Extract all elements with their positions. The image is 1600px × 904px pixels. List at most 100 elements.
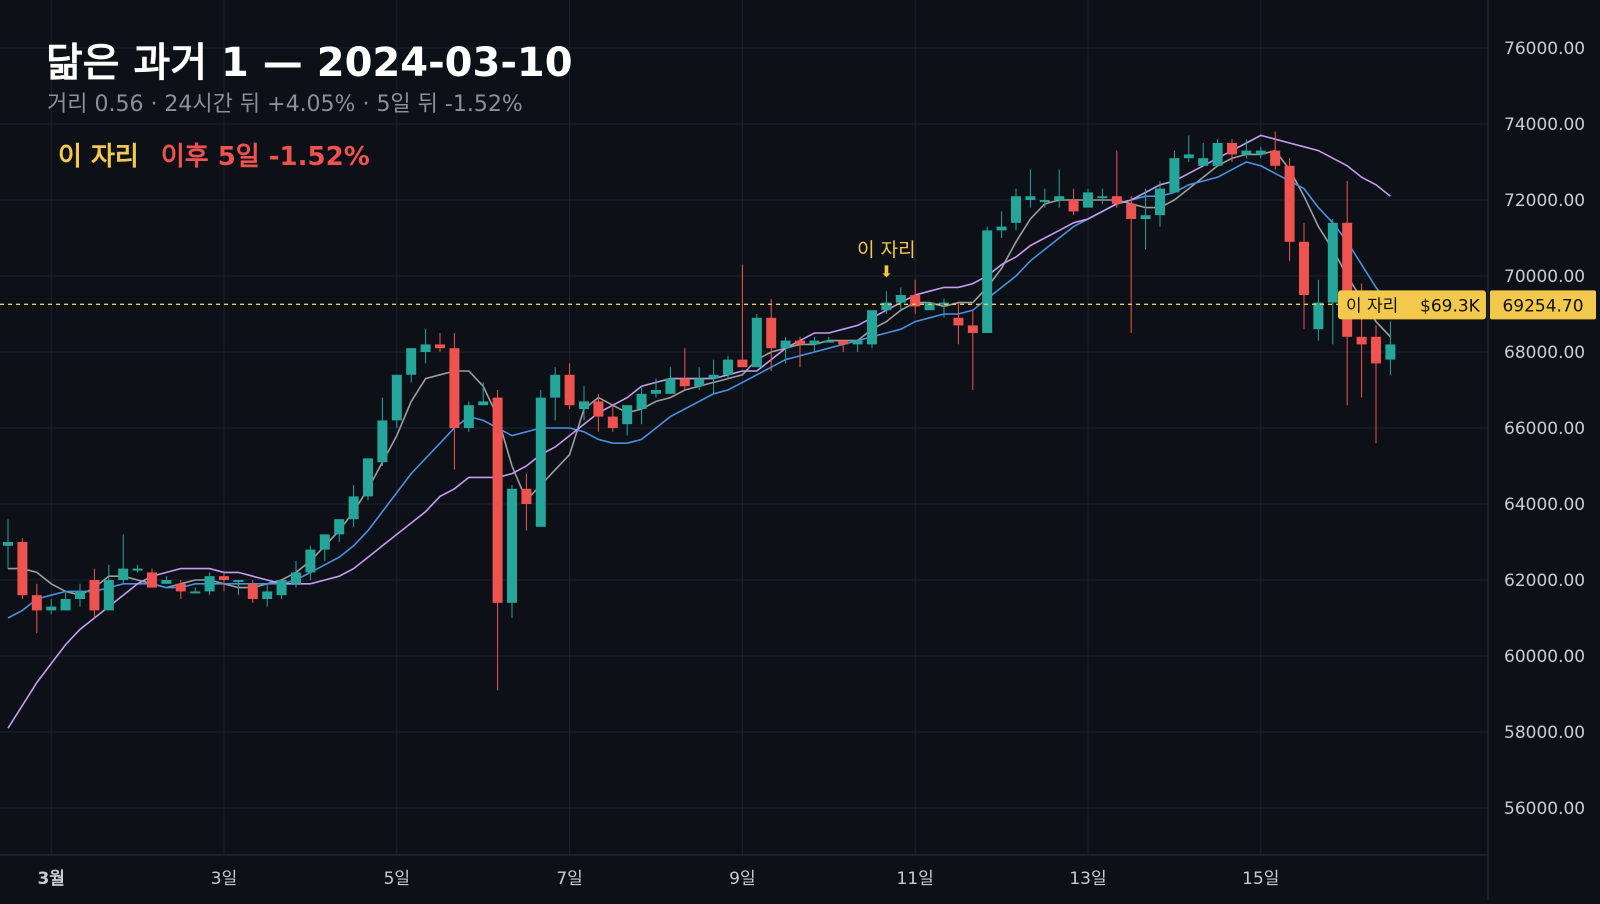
candle — [1270, 131, 1281, 170]
candle — [1313, 279, 1324, 341]
y-tick-label: 70000.00 — [1504, 267, 1585, 287]
candle — [1371, 325, 1381, 444]
candle — [1183, 135, 1194, 162]
axis-price-tag — [1490, 290, 1596, 320]
candle — [910, 279, 921, 314]
candle-body — [1356, 336, 1367, 345]
candle — [60, 591, 71, 611]
y-tick-label: 58000.00 — [1504, 723, 1585, 743]
candle — [1025, 169, 1036, 208]
candle — [247, 580, 258, 603]
candle — [1140, 188, 1151, 250]
candle — [723, 355, 733, 379]
marker-tag-price: $69.3K — [1420, 296, 1481, 316]
candle-body — [996, 226, 1007, 231]
candle-body — [1155, 188, 1165, 216]
y-tick-label: 56000.00 — [1504, 799, 1585, 819]
candle-body — [766, 317, 777, 349]
candle — [1068, 188, 1079, 216]
candle — [867, 310, 877, 349]
candle-body — [1327, 222, 1338, 303]
x-tick-label: 7일 — [556, 869, 582, 889]
candle-body — [492, 397, 503, 603]
candle-body — [1198, 158, 1209, 166]
candle-body — [651, 390, 661, 394]
candle-body — [1227, 143, 1237, 155]
candle — [89, 568, 100, 618]
candle-body — [550, 374, 561, 398]
candle-body — [276, 580, 287, 596]
candle — [766, 298, 777, 371]
candle-body — [823, 340, 834, 343]
candle — [564, 363, 575, 409]
candle-body — [1385, 344, 1396, 360]
candle-body — [1111, 196, 1122, 204]
candle-body — [521, 488, 532, 504]
candle-body — [708, 374, 719, 379]
candle-body — [1183, 154, 1194, 159]
x-tick-label: 3일 — [211, 869, 237, 889]
candle-body — [406, 348, 417, 375]
y-tick-label: 68000.00 — [1504, 343, 1585, 363]
candle-body — [1255, 150, 1266, 155]
candle — [838, 340, 849, 352]
candle — [1083, 188, 1093, 208]
candle — [420, 329, 431, 364]
marker-change: 이후 5일 -1.52% — [160, 142, 370, 172]
candle — [665, 367, 676, 394]
candle — [103, 564, 114, 611]
candle — [233, 580, 244, 596]
candle-body — [593, 401, 604, 417]
candle — [982, 226, 993, 333]
candle-body — [535, 397, 546, 527]
candle — [492, 390, 503, 691]
y-tick-label: 72000.00 — [1504, 191, 1585, 211]
y-tick-label: 66000.00 — [1504, 419, 1585, 439]
candle-body — [75, 591, 85, 599]
candle-body — [118, 568, 129, 580]
candle-body — [723, 359, 733, 375]
candle-body — [175, 583, 186, 592]
candle — [190, 587, 201, 594]
y-tick-label: 76000.00 — [1504, 39, 1585, 59]
candle-body — [881, 302, 892, 311]
x-tick-label: 13일 — [1069, 869, 1106, 889]
candle-body — [262, 591, 273, 599]
candle — [881, 291, 892, 314]
candle-body — [247, 583, 258, 599]
candle — [348, 485, 359, 527]
candle-body — [291, 572, 301, 584]
candle-body — [1212, 143, 1223, 166]
candle — [406, 348, 417, 383]
candle-body — [391, 374, 402, 421]
candle-body — [219, 576, 229, 580]
candle-body — [1284, 165, 1295, 242]
candle — [651, 378, 661, 398]
candle — [1097, 188, 1108, 204]
marker-label: 이 자리 — [58, 142, 139, 172]
candle — [1299, 222, 1309, 330]
candle-body — [737, 359, 748, 368]
candle-body — [1039, 200, 1050, 202]
y-tick-label: 62000.00 — [1504, 571, 1585, 591]
candle-body — [1169, 158, 1180, 193]
candle — [622, 405, 633, 436]
candle-body — [852, 340, 863, 345]
candle-body — [1342, 222, 1353, 337]
chart-title: 닮은 과거 1 — 2024-03-10 — [46, 40, 573, 86]
candle-body — [1270, 150, 1281, 166]
candle — [147, 568, 157, 588]
candle — [1212, 139, 1223, 166]
candle — [463, 401, 474, 432]
candle-body — [1054, 196, 1065, 200]
marker-layer: 이 자리⬇이 자리 $69.3K 69254.70 — [0, 239, 1596, 320]
candle-body — [132, 568, 143, 571]
candle-body — [1140, 215, 1151, 219]
x-tick-label: 9일 — [729, 869, 755, 889]
marker-summary: 이 자리 이후 5일 -1.52% — [58, 136, 370, 173]
candle — [1111, 150, 1122, 208]
candle-body — [1371, 336, 1381, 364]
